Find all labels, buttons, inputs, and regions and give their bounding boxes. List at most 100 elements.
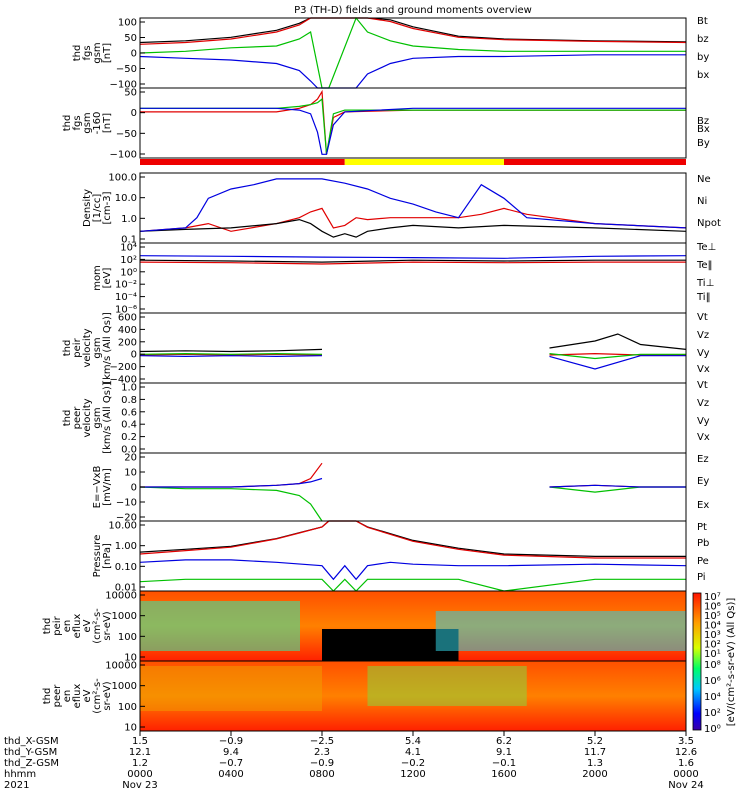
colorbar-tick-label: 10⁰ [704, 724, 721, 735]
y-tick-label: 0.8 [121, 395, 137, 406]
legend-entry: Ex [697, 500, 709, 511]
y-tick-label: 1000 [112, 681, 137, 692]
x-tick-label: 2000 [582, 769, 607, 780]
y-tick-label: 10⁻² [115, 280, 137, 291]
figure-title: P3 (TH-D) fields and ground moments over… [294, 5, 532, 16]
y-axis-label-line: eV [82, 689, 93, 702]
colorbar-tick-label: 10⁴ [704, 621, 721, 632]
y-tick-label: 0.0 [121, 445, 137, 456]
y-tick-label: 10² [120, 255, 137, 266]
y-tick-label: 0.6 [121, 407, 137, 418]
x-tick-label: 1.6 [678, 758, 694, 769]
y-axis-label-line: en [62, 690, 73, 703]
y-axis-label-line: thd [72, 45, 83, 62]
y-tick-label: 1.0 [121, 383, 137, 394]
y-tick-label: 10⁻⁶ [115, 305, 137, 316]
y-axis-label-line: [cm-3] [102, 191, 113, 224]
x-tick-label: 0000 [673, 769, 698, 780]
y-tick-label: 100 [118, 632, 137, 643]
panel-10: 10000 1000 100 10 thdpeerenefluxeV(cm²-s-sr-… [42, 660, 687, 734]
colorbar-tick-label: 10⁴ [704, 692, 721, 703]
mode-bar-segment [140, 159, 345, 165]
series-line-Te⊥ [139, 261, 686, 265]
y-tick-label: −20 [116, 513, 137, 524]
mode-bar-segment [504, 159, 686, 165]
y-axis-label-line: gsm [92, 407, 103, 428]
legend-entry: Vt [697, 312, 708, 323]
y-tick-label: 20 [124, 453, 137, 464]
series-line-Ni [139, 218, 687, 238]
legend-entry: Pi [697, 572, 706, 583]
y-axis-label-line: peer [72, 406, 83, 430]
y-axis-label: mom[eV] [92, 265, 113, 291]
x-tick-label: 12.1 [129, 747, 151, 758]
y-axis-label-line: peir [52, 615, 63, 635]
y-axis-label-line: gsm [82, 112, 93, 133]
legend-entry: Vt [697, 380, 708, 391]
legend-entry: Vy [697, 348, 710, 359]
y-tick-label: 0 [131, 350, 137, 361]
series-line-Vy [139, 352, 323, 355]
colorbar-tick-label: 10² [704, 640, 721, 651]
legend-entry: Vx [697, 364, 710, 375]
x-tick-label: −0.2 [401, 758, 425, 769]
series-line-Vx [139, 355, 323, 358]
panel-6: 1.00.80.6 0.40.2 0.0 thdpeervelocitygsm[km/… [62, 380, 710, 456]
y-tick-label: 200 [118, 337, 137, 348]
x-tick-label: 1200 [400, 769, 425, 780]
x-tick-label: 12.6 [675, 747, 697, 758]
legend-entry: Vz [697, 398, 709, 409]
x-tick-label: −2.5 [310, 736, 334, 747]
legend-entry: Ez [697, 454, 709, 465]
series-line-Vx [549, 355, 686, 370]
y-axis-label-line: gsm [92, 337, 103, 358]
x-axis: thd_X-GSM 1.5 −0.9 −2.5 5.4 6.2 5.2 3.5 thd_Y-GS… [4, 731, 704, 791]
y-axis-label-line: [nT] [102, 113, 113, 133]
panel-2: 50 0 −50 −100 thdfgsgsm-160[nT] Bz By Bx [62, 87, 710, 161]
x-tick-label: −0.7 [219, 758, 243, 769]
series-line-bx [139, 54, 686, 89]
y-axis-label: Density[1/cc][cm-3] [82, 189, 113, 227]
series-line-Bx [140, 107, 686, 155]
legend-entry: Vx [697, 432, 710, 443]
series-line-Pt [139, 520, 686, 558]
y-axis-label-line: -160 [92, 112, 103, 135]
y-tick-label: 0.4 [121, 420, 137, 431]
x-tick-label: 0000 [127, 769, 152, 780]
panel-frame [139, 172, 687, 244]
legend-entry: Bt [697, 16, 708, 27]
y-tick-label: 10 [124, 468, 137, 479]
y-axis-label-line: E=−VxB [92, 466, 103, 509]
y-axis-label-line: mom [92, 265, 103, 291]
y-tick-label: 600 [118, 313, 137, 324]
y-tick-label: 10⁰ [120, 267, 137, 278]
series-line-Ex [549, 484, 686, 488]
y-axis-label: thdpeirvelocitygsm[km/s (All Qs)] [62, 312, 113, 384]
panel-9: 10000 1000 100 10 thdpeirenefluxeV(cm²-s-sr-… [42, 590, 687, 664]
y-axis-label-line: (cm²-s- [92, 678, 103, 714]
y-tick-label: 10⁴ [120, 243, 137, 254]
x-tick-label: 1.5 [132, 736, 148, 747]
series-line-Pe [139, 578, 686, 592]
x-tick-label: 1600 [491, 769, 516, 780]
series-line-Pb [139, 520, 686, 559]
colorbar-label: [eV/(cm²-s-sr-eV) (All Qs)] [726, 598, 737, 727]
x-tick-label: 6.2 [496, 736, 512, 747]
x-tick-label: 0400 [218, 769, 243, 780]
legend-entry: Te⊥ [696, 242, 716, 253]
y-tick-label: 0 [131, 108, 137, 119]
panel-frame [139, 242, 687, 314]
y-tick-label: 1000 [112, 611, 137, 622]
y-tick-label: −100 [110, 150, 137, 161]
y-axis-label-line: gsm [92, 42, 103, 63]
legend-entry: Te‖ [696, 260, 713, 271]
series-line-Npot [139, 178, 687, 232]
panel-frame [139, 312, 687, 384]
legend-entry: Ni [697, 196, 707, 207]
x-tick-label: 9.4 [223, 747, 239, 758]
y-axis-label-line: eV [82, 619, 93, 632]
legend-entry: Pb [697, 538, 709, 549]
y-tick-label: 10.0 [115, 193, 137, 204]
